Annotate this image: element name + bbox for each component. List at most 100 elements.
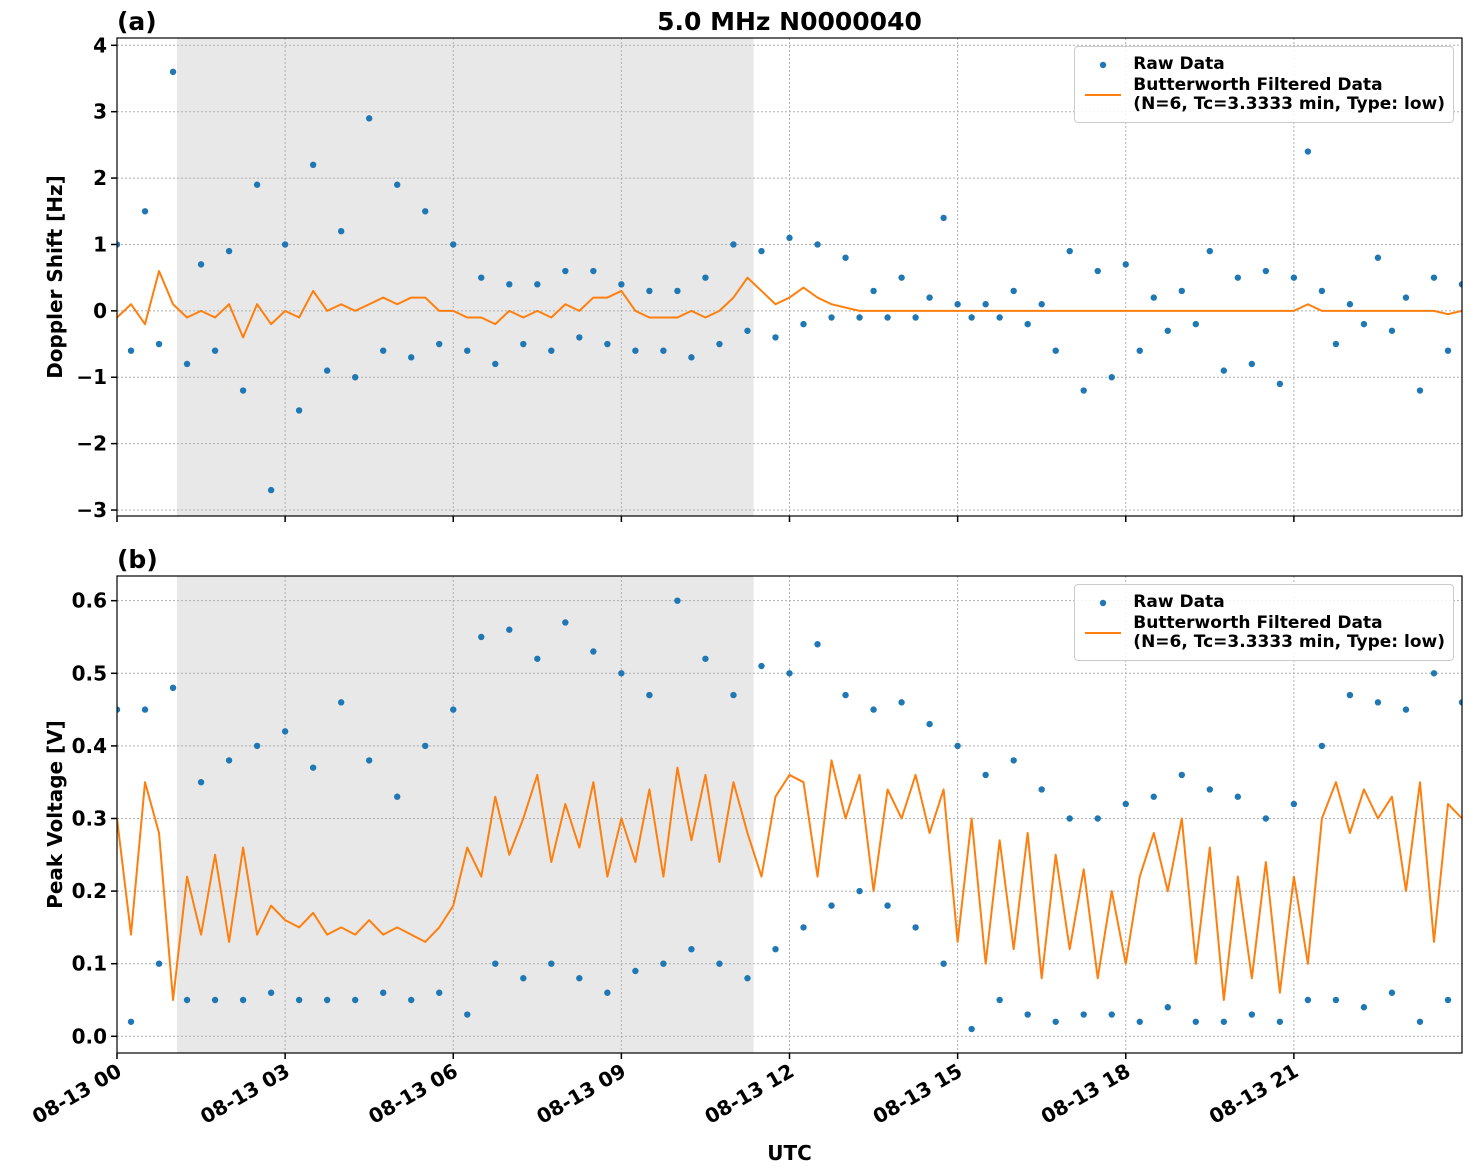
raw-point xyxy=(940,214,947,222)
raw-point xyxy=(1444,347,1452,354)
y-tick-label: 0.6 xyxy=(72,589,107,613)
raw-point xyxy=(1360,320,1368,328)
raw-point xyxy=(1122,261,1129,268)
raw-point xyxy=(323,367,331,374)
raw-point xyxy=(253,742,261,750)
raw-point xyxy=(1304,996,1312,1004)
raw-point xyxy=(1178,287,1185,295)
raw-point xyxy=(1416,1018,1424,1025)
raw-point xyxy=(660,960,667,967)
raw-point xyxy=(1276,380,1284,388)
y-tick-label: 0 xyxy=(93,299,107,323)
raw-point xyxy=(562,619,569,626)
raw-point xyxy=(1150,294,1157,301)
raw-point xyxy=(1066,815,1073,822)
raw-point xyxy=(1052,1018,1059,1025)
raw-point xyxy=(351,374,359,381)
raw-point xyxy=(1262,815,1270,822)
raw-point xyxy=(281,241,289,248)
raw-point xyxy=(1164,1004,1171,1011)
raw-point xyxy=(1234,274,1242,281)
legend-entry: Butterworth Filtered Data (N=6, Tc=3.333… xyxy=(1083,76,1445,114)
raw-point xyxy=(604,989,611,996)
legend-swatch xyxy=(1085,632,1122,634)
raw-point xyxy=(646,287,653,295)
raw-point xyxy=(730,691,737,699)
raw-point xyxy=(267,989,275,996)
raw-point xyxy=(1066,247,1073,255)
raw-point xyxy=(1108,1011,1115,1018)
raw-point xyxy=(1122,800,1129,808)
raw-point xyxy=(898,699,905,706)
y-tick-label: 4 xyxy=(93,33,107,57)
raw-point xyxy=(716,960,723,967)
raw-point xyxy=(1290,800,1298,808)
raw-point xyxy=(1010,287,1017,295)
raw-point xyxy=(117,241,121,248)
raw-point xyxy=(1220,367,1228,374)
x-tick-label: 08-13 12 xyxy=(700,1059,798,1129)
raw-point xyxy=(492,360,499,368)
y-tick-label: −3 xyxy=(76,498,107,522)
raw-point xyxy=(295,996,303,1004)
raw-point xyxy=(117,706,121,713)
y-axis-title: Doppler Shift [Hz] xyxy=(43,175,67,379)
raw-point xyxy=(337,699,345,706)
raw-point xyxy=(1430,274,1438,281)
raw-point xyxy=(492,960,499,967)
raw-point xyxy=(842,254,849,261)
raw-point xyxy=(1444,996,1452,1004)
raw-point xyxy=(1402,294,1410,301)
raw-point xyxy=(996,314,1003,321)
raw-point xyxy=(225,247,233,255)
x-tick-label: 08-13 21 xyxy=(1205,1059,1303,1129)
raw-point xyxy=(506,281,513,288)
y-tick-label: −2 xyxy=(76,432,107,456)
raw-point xyxy=(1080,1011,1087,1018)
raw-point xyxy=(127,1018,135,1025)
raw-point xyxy=(379,347,387,354)
raw-point xyxy=(379,989,387,996)
raw-point xyxy=(716,340,723,348)
y-tick-label: 0.2 xyxy=(72,879,107,903)
filtered-line xyxy=(117,759,1462,1001)
raw-point xyxy=(870,287,877,295)
raw-point xyxy=(982,301,989,308)
raw-point xyxy=(141,208,149,215)
raw-point xyxy=(758,662,765,670)
x-tick-label: 08-13 06 xyxy=(364,1059,462,1129)
raw-point xyxy=(127,347,135,354)
y-tick-label: 2 xyxy=(93,166,107,190)
panel-label: (a) xyxy=(117,7,157,36)
raw-point xyxy=(155,960,163,967)
raw-point xyxy=(590,267,597,275)
raw-point xyxy=(632,347,639,354)
raw-point xyxy=(211,996,219,1004)
raw-point xyxy=(394,793,401,800)
legend-marker xyxy=(1100,61,1107,69)
raw-point xyxy=(309,764,317,771)
y-tick-label: 0.0 xyxy=(72,1024,107,1048)
x-tick-label: 08-13 15 xyxy=(869,1059,967,1129)
raw-point xyxy=(898,274,905,281)
axes-frame xyxy=(116,575,1463,1054)
raw-point xyxy=(408,354,415,361)
raw-point xyxy=(744,327,751,334)
raw-point xyxy=(1318,742,1326,750)
raw-point xyxy=(646,691,653,699)
raw-point xyxy=(912,924,919,931)
raw-point xyxy=(1332,996,1340,1004)
raw-point xyxy=(1276,1018,1284,1025)
raw-point xyxy=(450,241,457,248)
raw-point xyxy=(1038,786,1045,793)
raw-point xyxy=(576,334,583,341)
raw-point xyxy=(141,706,149,713)
x-tick-label: 08-13 09 xyxy=(532,1059,630,1129)
legend-label: Butterworth Filtered Data (N=6, Tc=3.333… xyxy=(1133,613,1445,652)
raw-point xyxy=(940,960,947,967)
raw-point xyxy=(478,633,485,641)
raw-point xyxy=(1094,815,1101,822)
raw-point xyxy=(660,347,667,354)
legend-label: Butterworth Filtered Data (N=6, Tc=3.333… xyxy=(1133,75,1445,114)
